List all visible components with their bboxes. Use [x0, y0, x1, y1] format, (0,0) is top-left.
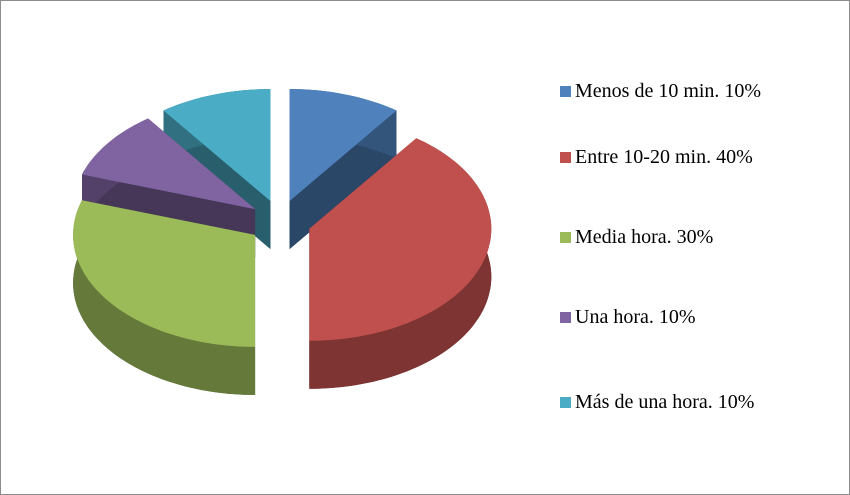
legend-item: Más de una hora. 10%	[560, 391, 754, 414]
legend-item: Media hora. 30%	[560, 226, 713, 249]
legend-item: Una hora. 10%	[560, 306, 696, 329]
slice	[309, 138, 492, 341]
legend-item: Entre 10-20 min. 40%	[560, 146, 753, 169]
legend-swatch	[560, 232, 571, 243]
legend-swatch	[560, 312, 571, 323]
slice	[163, 89, 271, 202]
slice	[82, 118, 256, 210]
legend-label: Una hora. 10%	[575, 306, 696, 328]
legend-swatch	[560, 86, 571, 97]
legend-item: Menos de 10 min. 10%	[560, 80, 761, 103]
legend-label: Media hora. 30%	[575, 226, 714, 248]
slice-side	[73, 200, 256, 395]
legend-label: Menos de 10 min. 10%	[575, 80, 762, 102]
legend-label: Más de una hora. 10%	[575, 391, 755, 413]
slice	[309, 138, 492, 389]
legend-swatch	[560, 397, 571, 408]
slice	[73, 200, 256, 395]
slice	[289, 89, 397, 202]
slice	[289, 89, 397, 250]
legend-label: Entre 10-20 min. 40%	[575, 146, 753, 168]
legend-swatch	[560, 152, 571, 163]
slice	[73, 200, 256, 347]
